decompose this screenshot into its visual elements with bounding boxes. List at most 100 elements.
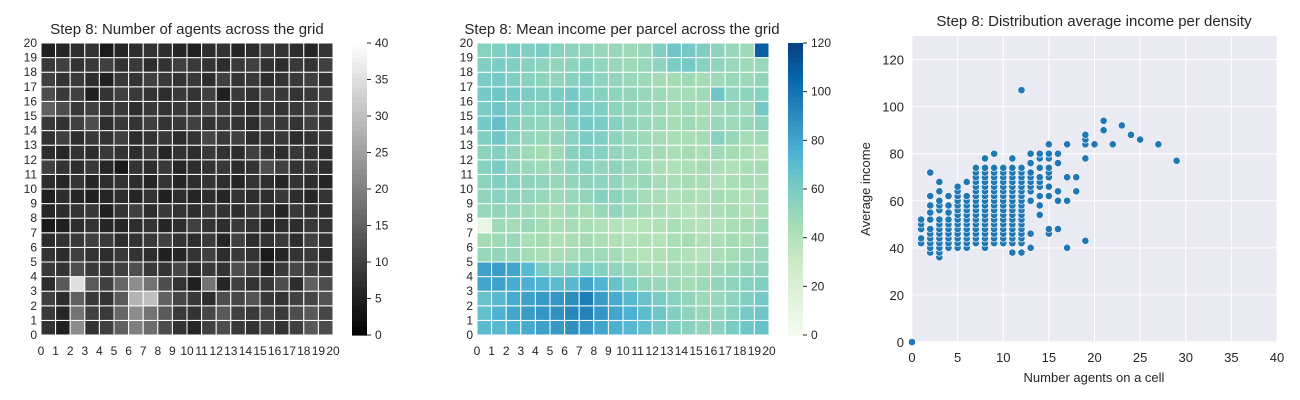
agents-colorbar-segment xyxy=(352,252,367,258)
agents-cell xyxy=(303,86,319,102)
agents-cell xyxy=(55,57,71,73)
agents-cell xyxy=(288,42,305,59)
income-cell xyxy=(549,100,566,117)
income-cell xyxy=(578,71,595,88)
agents-cell xyxy=(288,261,305,278)
income-cell xyxy=(491,305,507,321)
agents-y-tick-label: 0 xyxy=(30,328,37,342)
agents-colorbar-segment xyxy=(352,111,367,117)
agents-colorbar-segment xyxy=(352,86,367,93)
scatter-point xyxy=(926,208,935,217)
agents-cell xyxy=(259,261,276,278)
agents-cell xyxy=(201,232,217,248)
income-colorbar-segment xyxy=(788,247,803,253)
agents-cell xyxy=(40,290,57,307)
income-cell xyxy=(753,100,770,117)
income-x-tick-label: 13 xyxy=(660,344,674,358)
income-colorbar-segment xyxy=(788,106,803,112)
income-colorbar-segment xyxy=(788,193,803,200)
income-colorbar-segment xyxy=(788,305,803,312)
income-cell xyxy=(549,144,566,161)
income-cell xyxy=(695,305,712,321)
income-cell xyxy=(637,42,653,59)
agents-cell xyxy=(113,305,130,321)
agents-cell xyxy=(244,246,261,263)
agents-cell xyxy=(113,159,130,175)
agents-cell xyxy=(274,319,290,336)
scatter-point xyxy=(1127,130,1135,139)
agents-cell xyxy=(317,188,334,205)
income-cell xyxy=(578,261,595,278)
income-cell xyxy=(739,57,755,73)
agents-colorbar-segment xyxy=(352,242,367,248)
income-cell xyxy=(593,173,609,190)
agents-cell xyxy=(201,115,217,132)
income-colorbar-segment xyxy=(788,291,803,297)
agents-cell xyxy=(303,115,319,132)
agents-cell xyxy=(215,246,232,263)
income-colorbar-segment xyxy=(788,300,803,307)
income-cell xyxy=(549,42,566,59)
agents-x-tick-label: 11 xyxy=(195,344,208,358)
agents-cell xyxy=(55,261,71,278)
agents-cell xyxy=(201,86,217,102)
income-cell xyxy=(593,115,609,132)
agents-cell xyxy=(317,115,334,132)
agents-colorbar-segment xyxy=(352,300,367,307)
scatter-y-ticks: 0 20 40 60 80 100 120 xyxy=(882,53,904,350)
income-cell xyxy=(505,276,522,292)
agents-colorbar-segment xyxy=(352,325,367,331)
agents-y-tick-label: 4 xyxy=(30,270,37,284)
agents-cell xyxy=(230,42,246,59)
agents-cell xyxy=(142,173,159,190)
income-cell xyxy=(564,42,580,59)
agents-colorbar-tick-label: 25 xyxy=(375,146,389,160)
agents-cell xyxy=(244,261,261,278)
agents-cell xyxy=(259,305,276,321)
income-cell xyxy=(680,203,697,219)
agents-cell xyxy=(230,232,246,248)
agents-cell xyxy=(84,144,100,161)
agents-y-tick-label: 13 xyxy=(24,138,38,152)
agents-colorbar-segment xyxy=(352,116,367,122)
income-cell xyxy=(578,246,595,263)
agents-cell xyxy=(40,42,57,59)
scatter-point xyxy=(1063,243,1072,252)
scatter-x-tick-label: 30 xyxy=(1179,350,1193,365)
scatter-point xyxy=(944,192,953,200)
agents-cell xyxy=(274,100,290,117)
scatter-point xyxy=(1136,135,1145,144)
income-cell xyxy=(739,261,755,278)
income-cell xyxy=(666,319,682,336)
agents-cell xyxy=(69,188,86,205)
agents-x-tick-label: 15 xyxy=(253,344,267,358)
income-cell xyxy=(695,100,712,117)
agents-cell xyxy=(288,130,305,146)
income-cell xyxy=(607,290,624,307)
scatter-panel: Step 8: Distribution average income per … xyxy=(858,13,1284,385)
income-cell xyxy=(520,232,536,248)
agents-cell xyxy=(142,100,159,117)
income-cell xyxy=(578,144,595,161)
agents-cell xyxy=(113,100,130,117)
agents-cell xyxy=(303,276,319,292)
income-cell xyxy=(607,305,624,321)
income-cell xyxy=(753,246,770,263)
income-colorbar-segment xyxy=(788,198,803,205)
agents-x-tick-label: 5 xyxy=(111,344,118,358)
agents-cell xyxy=(98,71,115,88)
income-cell xyxy=(666,276,682,292)
scatter-grid xyxy=(911,36,1278,343)
income-cell xyxy=(651,159,668,175)
scatter-point xyxy=(981,154,989,163)
agents-cell xyxy=(274,290,290,307)
agents-cell xyxy=(157,130,173,146)
income-colorbar-segment xyxy=(788,111,803,117)
income-cell xyxy=(534,57,551,73)
agents-cell xyxy=(69,115,86,132)
agents-cell xyxy=(244,217,261,234)
income-cell xyxy=(578,159,595,175)
agents-x-tick-label: 10 xyxy=(180,344,194,358)
scatter-point xyxy=(999,163,1008,172)
scatter-point xyxy=(1063,196,1072,205)
